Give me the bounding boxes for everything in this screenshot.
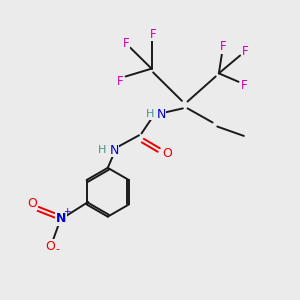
- Text: O: O: [27, 197, 37, 210]
- Text: F: F: [242, 45, 249, 58]
- Text: O: O: [162, 147, 172, 160]
- Text: N: N: [109, 143, 119, 157]
- Text: F: F: [241, 80, 247, 92]
- Text: N: N: [56, 212, 66, 225]
- Text: F: F: [123, 37, 130, 50]
- Text: O: O: [45, 240, 55, 253]
- Text: F: F: [117, 75, 124, 88]
- Text: +: +: [63, 207, 71, 216]
- Text: H: H: [98, 145, 106, 155]
- Text: H: H: [146, 109, 154, 119]
- Text: N: N: [156, 107, 166, 121]
- Text: F: F: [150, 28, 156, 41]
- Text: F: F: [220, 40, 227, 53]
- Text: -: -: [55, 244, 59, 254]
